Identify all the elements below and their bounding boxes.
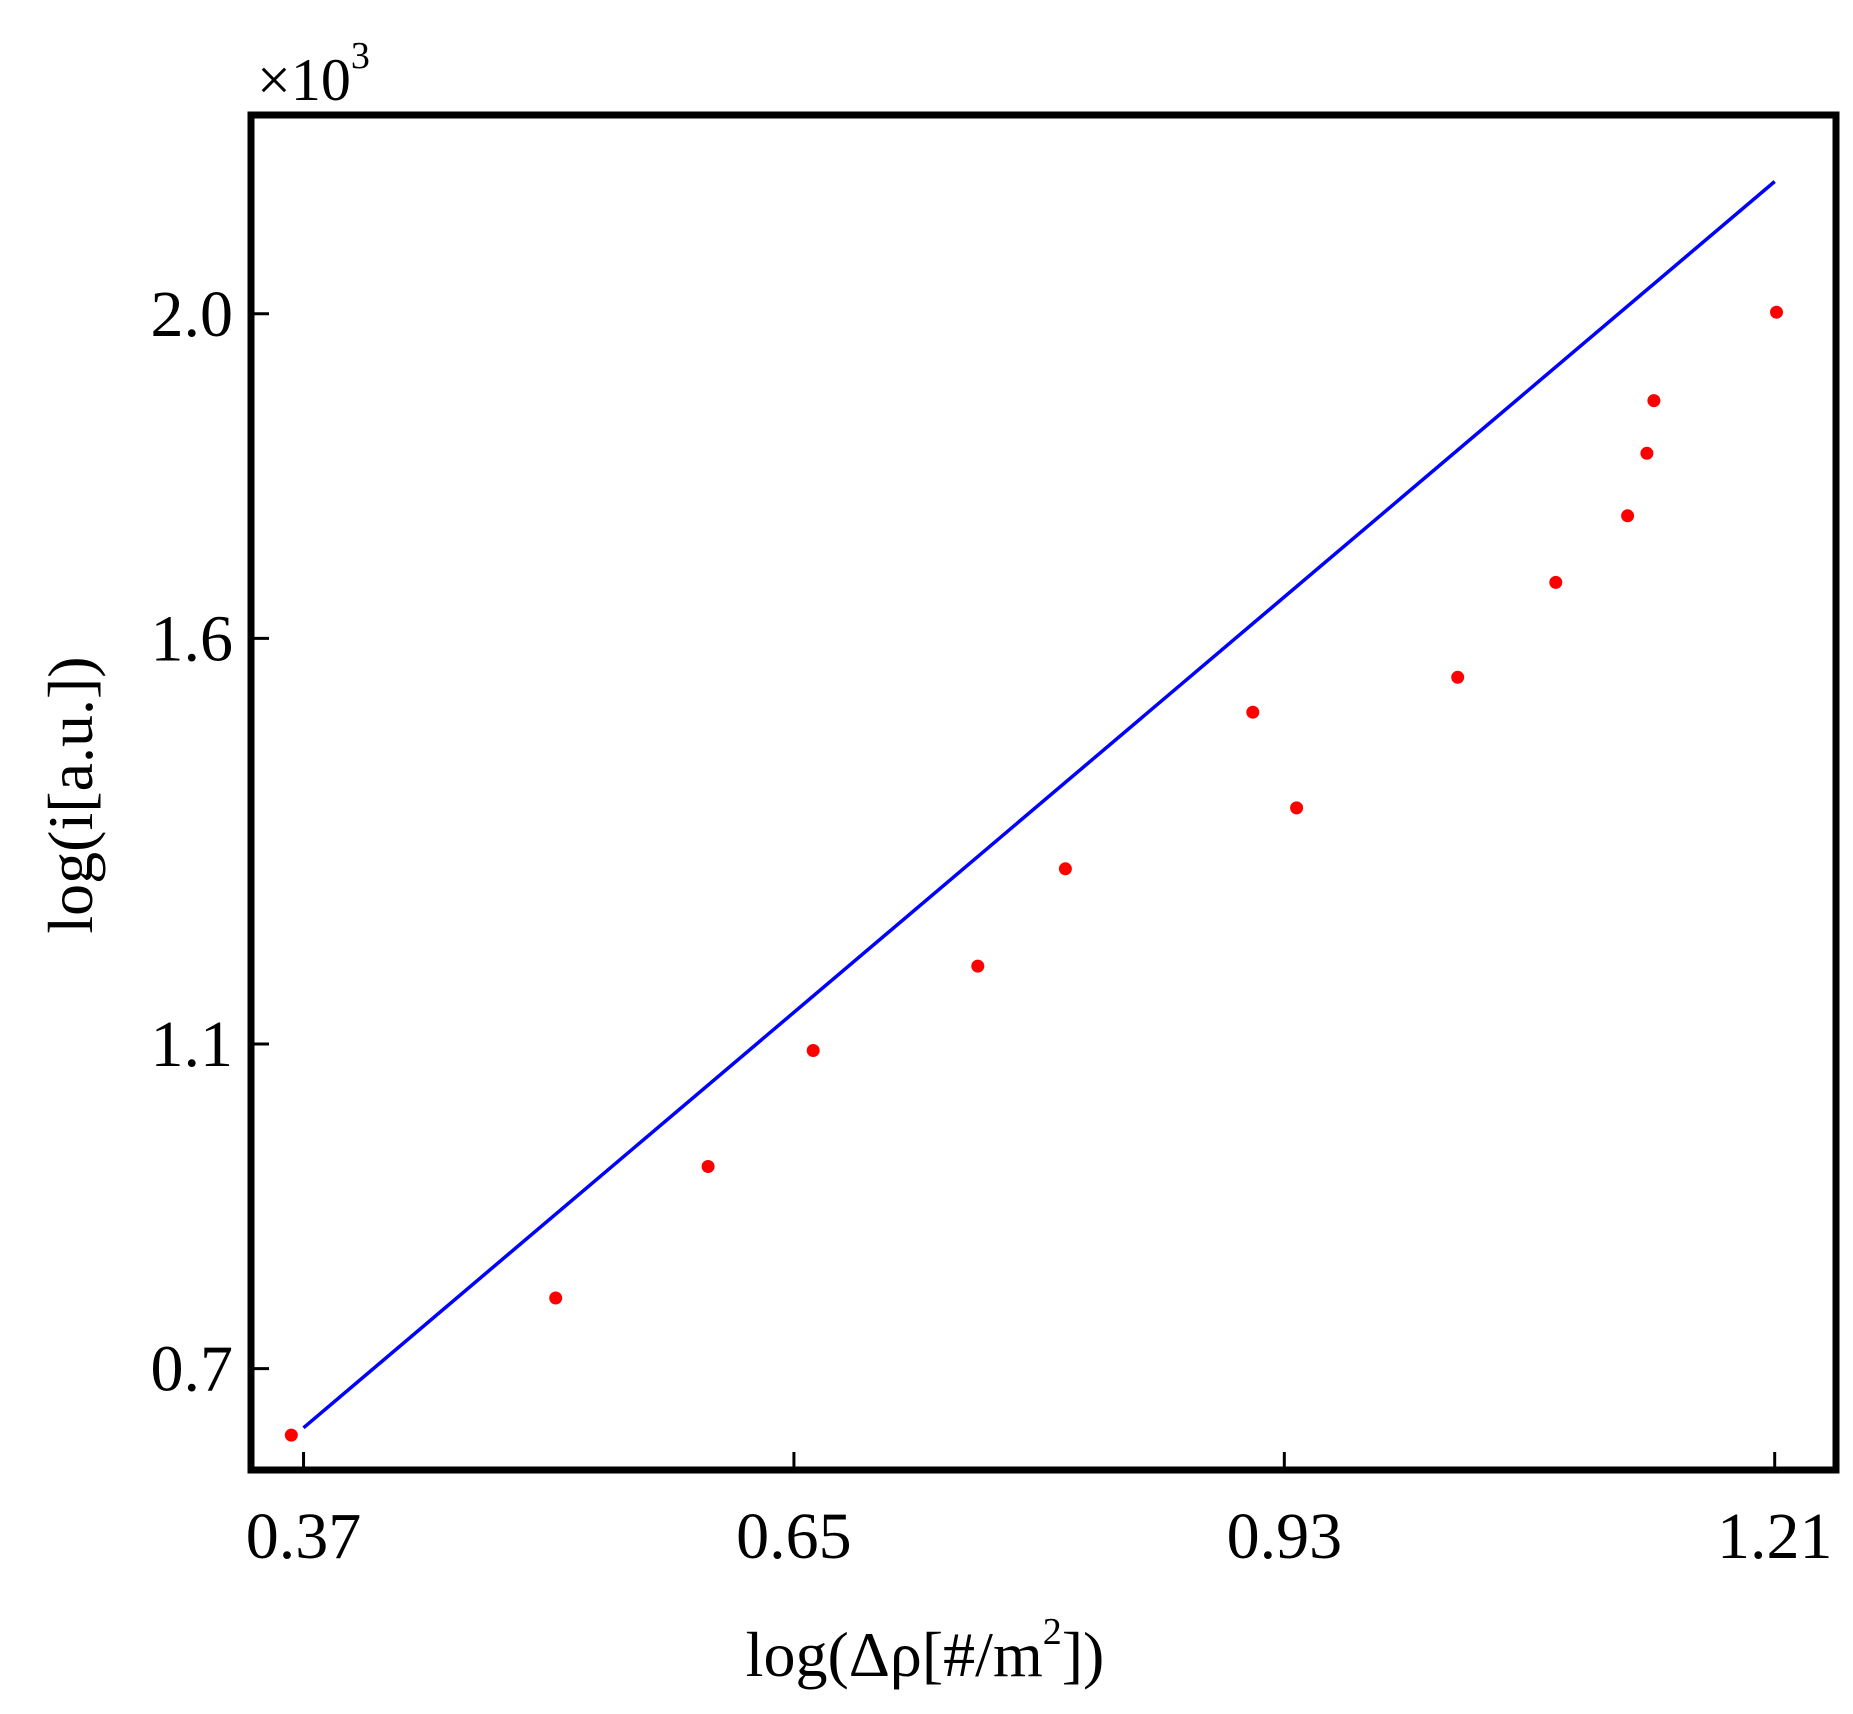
data-point xyxy=(1451,670,1465,684)
data-point xyxy=(1640,446,1654,460)
x-axis-label-tail: ]) xyxy=(1062,1619,1105,1690)
y-axis-multiplier: ×103 xyxy=(257,35,370,113)
data-point xyxy=(1621,509,1635,523)
x-axis-label-sup: 2 xyxy=(1043,1611,1062,1653)
fit-line xyxy=(302,180,1776,1430)
data-point xyxy=(1246,705,1260,719)
x-tick-label: 0.65 xyxy=(736,1500,852,1573)
y-tick-label: 1.6 xyxy=(151,602,234,675)
x-tick-label: 0.37 xyxy=(246,1500,362,1573)
y-axis-multiplier-base: ×10 xyxy=(257,47,351,113)
x-axis-label: log(Δρ[#/m2]) xyxy=(746,1611,1105,1690)
y-tick-label: 2.0 xyxy=(151,278,234,351)
data-point xyxy=(284,1428,298,1442)
data-point xyxy=(701,1160,715,1173)
data-point xyxy=(806,1044,820,1057)
y-tick-label: 0.7 xyxy=(151,1333,234,1406)
x-tick-label: 1.21 xyxy=(1717,1500,1833,1573)
data-point xyxy=(549,1291,563,1305)
data-point xyxy=(1290,801,1304,815)
data-point xyxy=(1647,394,1661,408)
data-point xyxy=(1058,862,1072,876)
x-axis-label-main: log(Δρ[#/m xyxy=(746,1619,1043,1690)
y-tick-label: 1.1 xyxy=(151,1008,234,1081)
plot-frame xyxy=(247,111,1840,1474)
y-axis-label: log(i[a.u.]) xyxy=(35,656,106,933)
y-axis-multiplier-exponent: 3 xyxy=(351,35,370,77)
x-axis-ticks: 0.37 0.65 0.93 1.21 xyxy=(246,1452,1833,1573)
x-tick-label: 0.93 xyxy=(1227,1500,1343,1573)
data-point xyxy=(971,959,985,973)
data-point xyxy=(1549,575,1563,589)
y-axis-ticks: 0.7 1.1 1.6 2.0 xyxy=(151,278,269,1406)
plot-marks xyxy=(284,180,1783,1442)
data-point xyxy=(1770,305,1783,319)
